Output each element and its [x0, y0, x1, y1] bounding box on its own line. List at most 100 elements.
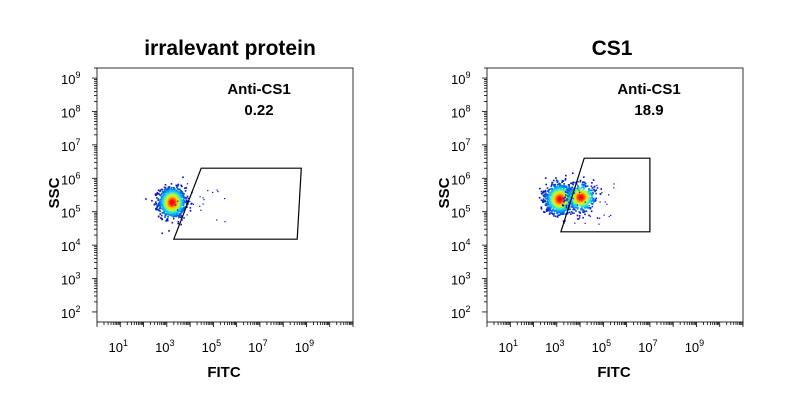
- event-dot: [576, 218, 579, 220]
- event-dot: [166, 192, 169, 194]
- event-dot: [182, 176, 184, 179]
- event-dot: [588, 187, 590, 190]
- event-dot: [576, 193, 578, 195]
- event-dot: [606, 203, 608, 205]
- event-dot: [608, 215, 610, 218]
- y-tick-label: 106: [61, 170, 80, 187]
- event-dot: [168, 206, 170, 208]
- event-dot: [560, 198, 563, 200]
- event-dot: [178, 191, 181, 193]
- event-dot: [585, 210, 588, 213]
- event-dot: [564, 195, 567, 198]
- event-dot: [593, 188, 595, 191]
- event-dot: [560, 209, 563, 211]
- event-dot: [590, 202, 593, 205]
- event-dot: [558, 204, 560, 206]
- event-dots: [538, 172, 615, 225]
- event-dot: [159, 207, 161, 209]
- event-dot: [581, 183, 583, 186]
- x-tick-label: 103: [545, 338, 564, 355]
- event-dot: [542, 198, 545, 200]
- event-dot: [591, 197, 594, 200]
- event-dot: [145, 198, 147, 200]
- event-dot: [173, 195, 176, 197]
- event-dot: [553, 214, 555, 217]
- event-dot: [164, 204, 167, 207]
- event-dot: [572, 181, 574, 184]
- event-dot: [553, 206, 556, 208]
- event-dot: [172, 195, 174, 197]
- event-dot: [544, 204, 547, 206]
- event-dot: [185, 201, 188, 204]
- event-dot: [186, 195, 189, 198]
- event-dot: [544, 189, 547, 192]
- event-dot: [178, 189, 180, 191]
- event-dot: [182, 194, 185, 197]
- gate-polygon[interactable]: [172, 167, 302, 240]
- event-dot: [161, 217, 163, 220]
- event-dot: [166, 196, 168, 198]
- event-dot: [180, 196, 183, 199]
- gate-polygon[interactable]: [560, 157, 651, 233]
- event-dot: [600, 188, 603, 190]
- event-dot: [171, 209, 173, 211]
- event-dot: [588, 214, 590, 217]
- event-dot: [545, 209, 548, 211]
- event-dot: [177, 209, 179, 211]
- event-dot: [578, 215, 581, 217]
- event-dot: [571, 172, 574, 175]
- event-dot: [560, 211, 563, 214]
- event-dot: [540, 192, 543, 195]
- event-dot: [166, 189, 168, 191]
- event-dot: [573, 192, 576, 194]
- event-dot: [575, 187, 577, 190]
- event-dot: [566, 198, 568, 200]
- event-dot: [567, 189, 570, 192]
- event-dot: [546, 207, 548, 210]
- event-dot: [159, 189, 162, 192]
- event-dot: [590, 185, 593, 188]
- event-dot: [610, 214, 612, 216]
- event-dot: [579, 180, 582, 183]
- event-dot: [548, 201, 550, 203]
- event-dot: [167, 188, 169, 190]
- event-dot: [175, 184, 178, 187]
- event-dot: [561, 179, 564, 182]
- event-dot: [162, 208, 165, 211]
- event-dot: [583, 210, 586, 213]
- event-dot: [574, 198, 576, 201]
- event-dot: [588, 200, 591, 202]
- event-dot: [573, 208, 576, 211]
- event-dot: [587, 189, 590, 192]
- event-dot: [544, 177, 547, 179]
- event-dot: [170, 187, 173, 189]
- event-dot: [548, 204, 550, 206]
- event-dot: [179, 188, 181, 191]
- event-dot: [181, 195, 184, 198]
- event-dot: [189, 200, 191, 203]
- event-dot: [573, 193, 576, 195]
- event-dot: [158, 209, 160, 211]
- event-dot: [159, 210, 161, 212]
- event-dot: [174, 188, 176, 190]
- event-dot: [565, 192, 568, 194]
- event-dot: [180, 212, 183, 214]
- event-dot: [566, 199, 568, 202]
- event-dot: [175, 211, 178, 213]
- event-dot: [547, 196, 550, 199]
- event-dot: [556, 188, 558, 190]
- event-dot: [579, 196, 582, 199]
- event-dot: [157, 198, 160, 200]
- event-dot: [553, 198, 556, 200]
- event-dot: [546, 193, 549, 196]
- event-dot: [538, 197, 541, 199]
- event-dot: [557, 214, 560, 216]
- y-tick-label: 109: [61, 70, 80, 87]
- event-dot: [567, 195, 569, 197]
- event-dot: [554, 183, 557, 186]
- event-dot: [216, 219, 218, 221]
- event-dot: [554, 185, 557, 187]
- event-dot: [547, 202, 550, 204]
- event-dot: [199, 196, 201, 198]
- event-dot: [545, 204, 548, 207]
